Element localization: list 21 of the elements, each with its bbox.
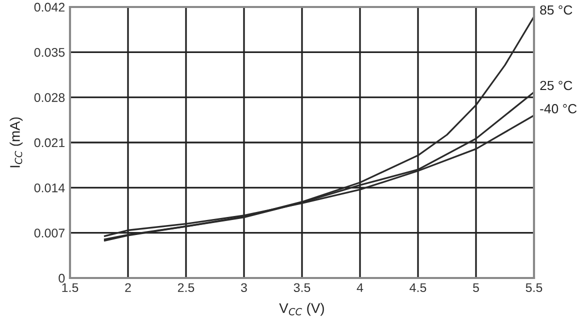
- y-tick-label: 0.021: [34, 138, 65, 148]
- y-tick-label: 0.035: [34, 48, 65, 57]
- x-tick-label: 4.5: [410, 283, 426, 292]
- series-label: -40 °C: [540, 104, 577, 114]
- series-label: 25 °C: [540, 80, 572, 90]
- y-tick-label: 0.042: [34, 2, 65, 12]
- y-axis-title: I$_{CC}$ (mA): [10, 117, 23, 168]
- series-label: 85 °C: [540, 5, 572, 15]
- y-tick-label: 0.014: [34, 183, 65, 192]
- x-tick-label: 5.5: [526, 283, 542, 292]
- x-axis-title: V$_{CC}$ (V): [279, 302, 324, 316]
- y-tick-label: 0: [58, 274, 65, 283]
- x-tick-label: 5: [473, 283, 479, 292]
- x-tick-label: 2: [125, 283, 131, 292]
- x-tick-label: 4: [356, 283, 364, 292]
- y-tick-label: 0.028: [34, 93, 65, 102]
- x-tick-label: 2.5: [178, 283, 194, 292]
- x-tick-label: 3: [241, 283, 247, 292]
- y-tick-label: 0.007: [34, 228, 65, 238]
- x-tick-label: 3.5: [294, 283, 310, 292]
- x-tick-label: 1.5: [62, 283, 78, 292]
